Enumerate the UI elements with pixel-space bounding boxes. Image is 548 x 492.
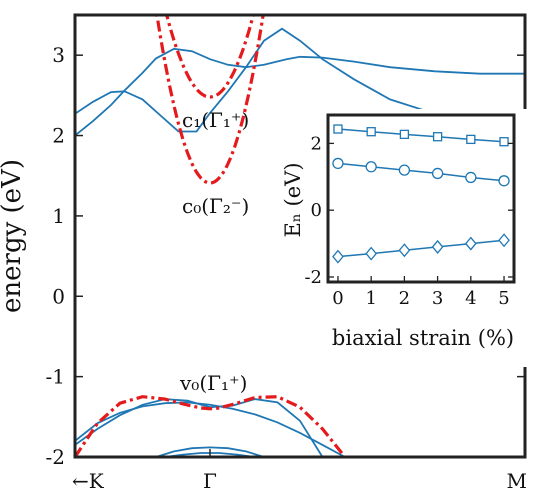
annotation-c0: c₀(Γ₂⁻) [182, 194, 249, 218]
inset-marker-circle [332, 157, 344, 170]
inset-marker-circle [498, 175, 510, 187]
annotation-c1: c₁(Γ₁⁺) [182, 108, 249, 132]
band-line-4 [155, 446, 265, 457]
inset-curves [332, 124, 510, 264]
main-x-tick-label: Γ [203, 469, 217, 492]
inset-plot: -2 0 2 0 1 2 3 4 5 biaxial strain (%) Eₙ (eV) [281, 109, 540, 367]
main-y-tick-label: 2 [52, 124, 65, 148]
main-y-tick-label: -1 [46, 365, 65, 389]
main-y-ticks: -2 -1 0 1 2 3 [46, 43, 525, 469]
inset-line-square [337, 128, 505, 143]
inset-y-tick-label: 0 [311, 200, 322, 221]
inset-x-tick-label: 3 [432, 288, 443, 309]
main-y-tick-label: 1 [52, 204, 65, 228]
inset-x-axis-label: biaxial strain (%) [332, 326, 514, 350]
inset-x-tick-label: 4 [465, 288, 476, 309]
main-plot: -2 -1 0 1 2 3 ←K Γ M energy (eV) c₁(Γ₁⁺) c₀(Γ₂⁻)… [0, 13, 527, 492]
main-y-tick-label: 0 [52, 284, 65, 308]
main-y-tick-label: 3 [52, 43, 65, 67]
inset-marker-diamond [365, 246, 378, 261]
inset-x-tick-label: 2 [399, 288, 410, 309]
main-x-tick-label: M [507, 469, 527, 492]
inset-marker-square [333, 124, 343, 134]
inset-x-tick-label: 1 [365, 288, 376, 309]
fit-curve-c1 [165, 15, 255, 99]
inset-x-tick-label: 0 [332, 288, 343, 309]
band-annotations: c₁(Γ₁⁺) c₀(Γ₂⁻) v₀(Γ₁⁺) [179, 108, 249, 395]
inset-marker-square [466, 134, 476, 145]
inset-marker-diamond [431, 239, 444, 254]
inset-marker-circle [398, 164, 411, 176]
inset-y-tick-label: 2 [311, 133, 322, 154]
inset-marker-diamond [332, 249, 344, 264]
inset-plot-frame [326, 113, 516, 284]
band-line-1 [75, 27, 525, 133]
main-y-axis-label: energy (eV) [0, 159, 27, 313]
inset-x-ticks: 0 1 2 3 4 5 [332, 276, 510, 309]
inset-x-tick-label: 5 [498, 288, 509, 309]
main-x-ticks: ←K Γ M [72, 449, 527, 492]
fit-curve-c0 [155, 15, 265, 185]
band-line-3 [75, 398, 324, 457]
band-line-0 [75, 47, 525, 137]
inset-marker-diamond [498, 233, 510, 248]
inset-y-tick-label: -2 [304, 267, 322, 288]
inset-marker-square [499, 137, 509, 147]
annotation-v0: v₀(Γ₁⁺) [179, 371, 247, 395]
main-y-tick-label: -2 [46, 445, 65, 469]
band-line-2 [75, 401, 346, 457]
inset-y-ticks: -2 0 2 [304, 133, 514, 288]
inset-marker-diamond [464, 236, 477, 251]
inset-marker-circle [365, 161, 377, 173]
main-x-tick-label: ←K [72, 469, 105, 492]
inset-marker-square [399, 129, 410, 140]
inset-line-diamond [337, 239, 505, 258]
inset-marker-circle [465, 171, 477, 184]
inset-marker-circle [431, 167, 444, 180]
inset-y-axis-label: Eₙ (eV) [281, 162, 305, 237]
inset-marker-square [366, 127, 376, 137]
fit-curve-v0 [75, 395, 347, 457]
inset-marker-diamond [398, 243, 411, 258]
inset-marker-square [432, 132, 443, 142]
